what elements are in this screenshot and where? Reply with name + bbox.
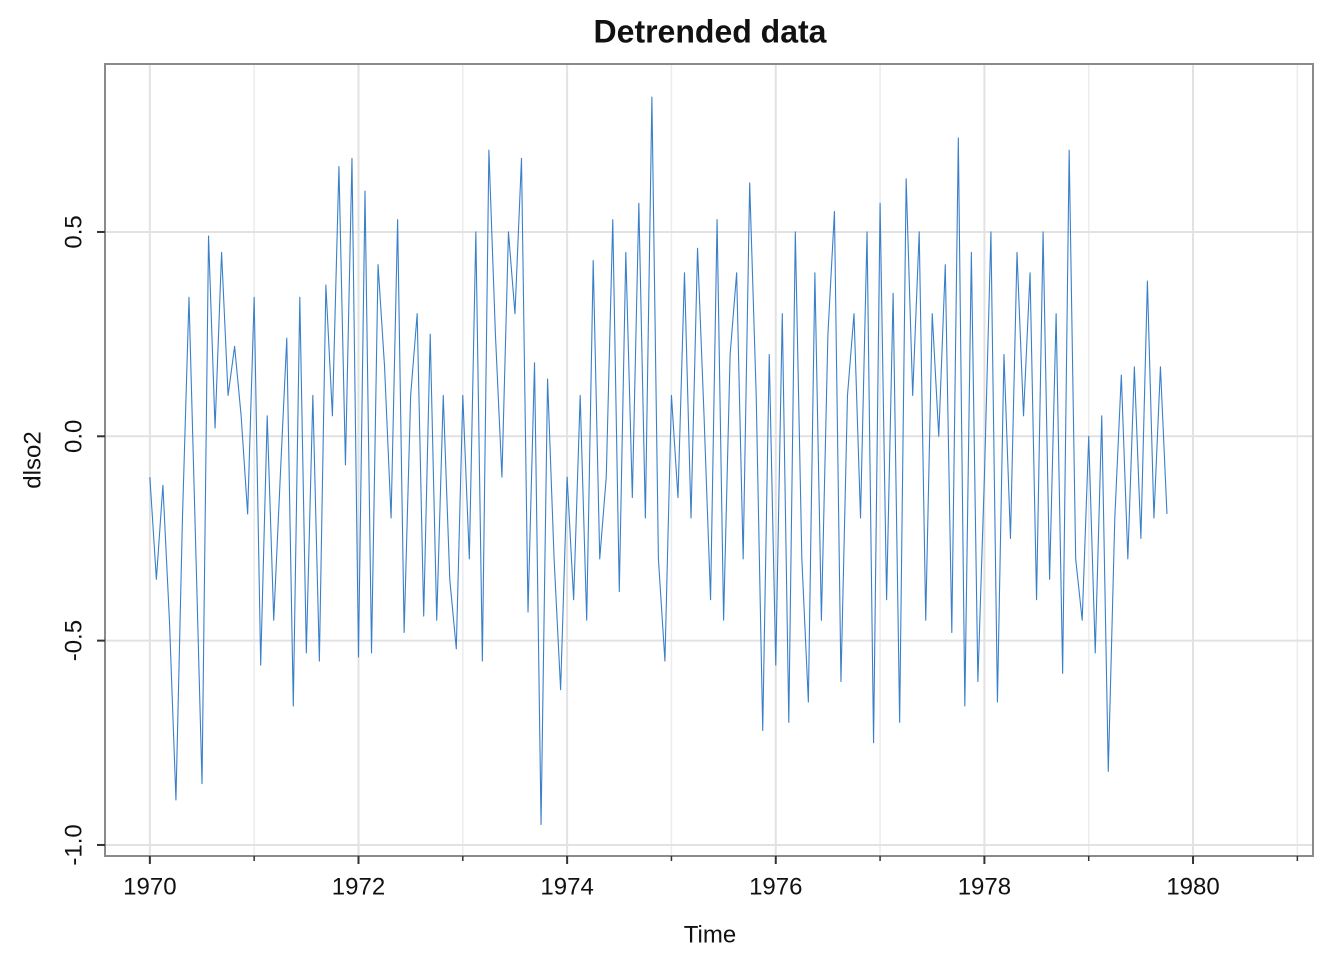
y-tick-label: 0.5 [60,215,87,248]
x-tick-label: 1974 [540,873,593,900]
plot-border [104,63,1314,857]
chart-title: Detrended data [594,13,827,49]
x-tick-label: 1978 [958,873,1011,900]
x-tick-label: 1980 [1166,873,1219,900]
x-tick-label: 1972 [332,873,385,900]
x-axis-label: Time [684,921,736,948]
y-axis-label: dlso2 [19,431,46,488]
data-line [149,96,1168,826]
y-tick-label: 0.0 [60,420,87,453]
y-tick-label: -1.0 [60,824,87,865]
y-tick-label: -0.5 [60,620,87,661]
x-tick-label: 1976 [749,873,802,900]
x-tick-label: 1970 [123,873,176,900]
